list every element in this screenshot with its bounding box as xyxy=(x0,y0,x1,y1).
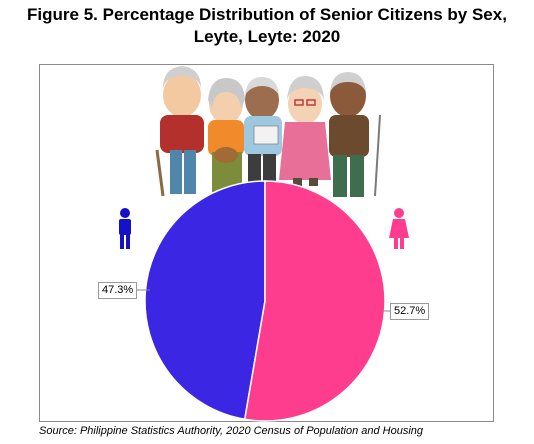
senior-man-with-fishing-rod-figure xyxy=(329,72,381,197)
source-note: Source: Philippine Statistics Authority,… xyxy=(39,425,424,437)
male-icon xyxy=(119,208,131,249)
title-line-2: Leyte, Leyte: 2020 xyxy=(193,27,341,46)
chart-title: Figure 5. Percentage Distribution of Sen… xyxy=(0,4,534,48)
female-icon xyxy=(389,208,409,249)
pie-slice-female xyxy=(243,180,386,422)
title-line-1: Figure 5. Percentage Distribution of Sen… xyxy=(27,5,507,24)
senior-citizens-illustration xyxy=(155,66,381,197)
senior-man-with-cane-figure xyxy=(155,66,204,197)
senior-woman-with-basket-figure xyxy=(208,78,245,192)
senior-man-with-newspaper-figure xyxy=(244,77,282,184)
pie-slices xyxy=(144,180,386,422)
senior-woman-with-glasses-figure xyxy=(279,76,331,186)
slice-data-label-female: 52.7% xyxy=(390,303,430,320)
pie-slice-male xyxy=(144,180,266,421)
slice-data-label-male: 47.3% xyxy=(98,282,138,299)
